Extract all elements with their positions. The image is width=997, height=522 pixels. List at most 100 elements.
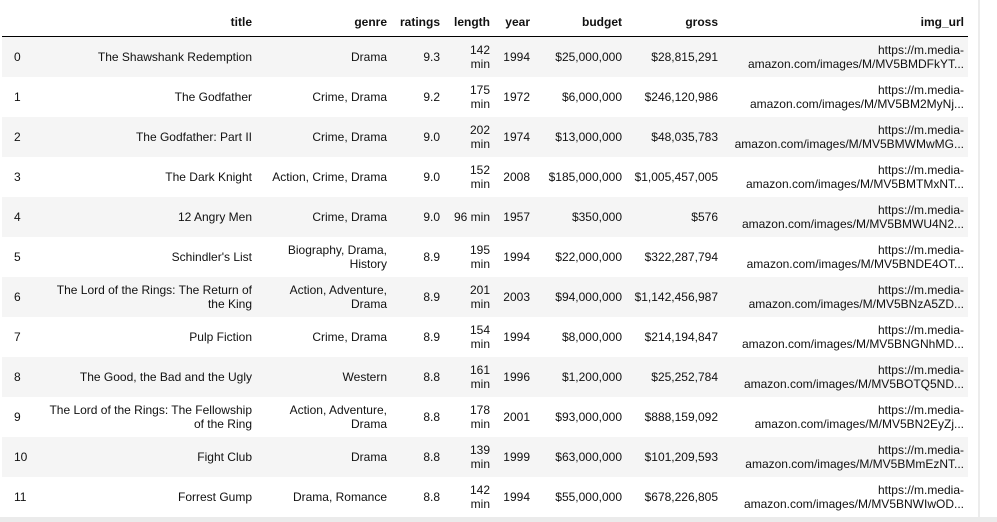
cell-img-url: https://m.media-amazon.com/images/M/MV5B… <box>745 442 964 471</box>
cell-ratings: 9.2 <box>423 89 440 104</box>
column-header-year: year <box>494 7 534 37</box>
cell-budget: $8,000,000 <box>561 329 622 344</box>
row-index: 5 <box>14 249 21 264</box>
cell-img-url: https://m.media-amazon.com/images/M/MV5B… <box>748 282 964 311</box>
output-scroll-edge <box>978 0 980 522</box>
cell-ratings: 8.8 <box>423 409 440 424</box>
cell-title: Pulp Fiction <box>189 329 252 344</box>
cell-year: 1999 <box>503 449 530 464</box>
table-row: 7 Pulp Fiction Crime, Drama 8.9 154 min 1994 $… <box>2 317 968 357</box>
table-row: 2 The Godfather: Part II Crime, Drama 9.0 20… <box>2 116 968 157</box>
row-index: 7 <box>14 329 21 344</box>
cell-length: 152 min <box>469 162 490 191</box>
row-index: 0 <box>14 49 21 64</box>
table-row: 3 The Dark Knight Action, Crime, Drama 9.0 1… <box>2 157 968 197</box>
cell-length: 202 min <box>469 122 490 151</box>
row-index: 9 <box>14 409 21 424</box>
cell-year: 1957 <box>503 209 530 224</box>
cell-title: The Shawshank Redemption <box>97 49 252 64</box>
cell-genre: Drama <box>350 449 387 464</box>
horizontal-scrollbar[interactable] <box>0 517 997 522</box>
cell-length: 139 min <box>469 442 490 471</box>
table-body: 0 The Shawshank Redemption Drama 9.3 142 min… <box>2 36 968 517</box>
cell-genre: Action, Adventure, Drama <box>289 402 387 431</box>
cell-title: The Godfather <box>174 89 252 104</box>
column-header-gross: gross <box>626 7 722 37</box>
cell-length: 161 min <box>469 362 490 391</box>
cell-budget: $93,000,000 <box>555 409 622 424</box>
cell-gross: $888,159,092 <box>644 409 718 424</box>
table-row: 8 The Good, the Bad and the Ugly Western 8.… <box>2 356 968 397</box>
cell-budget: $350,000 <box>571 209 622 224</box>
cell-ratings: 9.0 <box>423 169 440 184</box>
cell-genre: Action, Crime, Drama <box>272 169 387 184</box>
row-index: 8 <box>14 369 21 384</box>
cell-budget: $1,200,000 <box>561 369 622 384</box>
cell-budget: $63,000,000 <box>555 449 622 464</box>
cell-budget: $55,000,000 <box>555 489 622 504</box>
table-row: 4 12 Angry Men Crime, Drama 9.0 96 min 1957 $3… <box>2 196 968 237</box>
cell-budget: $25,000,000 <box>555 49 622 64</box>
table-row: 11 Forrest Gump Drama, Romance 8.8 142 min 19… <box>2 477 968 517</box>
cell-title: Fight Club <box>197 449 252 464</box>
cell-ratings: 8.9 <box>423 329 440 344</box>
cell-title: The Dark Knight <box>165 169 252 184</box>
cell-year: 1994 <box>503 249 530 264</box>
cell-ratings: 9.3 <box>423 49 440 64</box>
cell-ratings: 8.8 <box>423 369 440 384</box>
table-row: 9 The Lord of the Rings: The Fellowship o… <box>2 397 968 437</box>
cell-img-url: https://m.media-amazon.com/images/M/MV5B… <box>741 202 964 231</box>
cell-genre: Western <box>342 369 387 384</box>
cell-gross: $25,252,784 <box>651 369 718 384</box>
cell-title: The Lord of the Rings: The Fellowship of… <box>49 402 252 431</box>
cell-year: 1974 <box>503 129 530 144</box>
row-index: 6 <box>14 289 21 304</box>
cell-gross: $1,005,457,005 <box>634 169 718 184</box>
cell-year: 1996 <box>503 369 530 384</box>
cell-genre: Crime, Drama <box>312 209 387 224</box>
row-index: 2 <box>14 129 21 144</box>
table-row: 0 The Shawshank Redemption Drama 9.3 142 min… <box>2 36 968 77</box>
cell-ratings: 8.8 <box>423 449 440 464</box>
cell-gross: $678,226,805 <box>644 489 718 504</box>
cell-img-url: https://m.media-amazon.com/images/M/MV5B… <box>745 162 964 191</box>
cell-img-url: https://m.media-amazon.com/images/M/MV5B… <box>743 362 964 391</box>
cell-gross: $1,142,456,987 <box>634 289 718 304</box>
cell-year: 1994 <box>503 329 530 344</box>
cell-length: 142 min <box>469 42 490 71</box>
cell-ratings: 8.9 <box>423 249 440 264</box>
cell-length: 142 min <box>469 482 490 511</box>
table-row: 6 The Lord of the Rings: The Return of th… <box>2 276 968 317</box>
cell-budget: $13,000,000 <box>555 129 622 144</box>
header-row: title genre ratings length year budget g… <box>2 7 968 37</box>
cell-title: 12 Angry Men <box>177 209 252 224</box>
column-header-genre: genre <box>256 7 391 37</box>
cell-title: The Good, the Bad and the Ugly <box>79 369 252 384</box>
cell-ratings: 9.0 <box>423 129 440 144</box>
table-row: 10 Fight Club Drama 8.8 139 min 1999 $63,000,0… <box>2 436 968 477</box>
cell-budget: $94,000,000 <box>555 289 622 304</box>
column-header-img-url: img_url <box>722 7 968 37</box>
cell-title: The Lord of the Rings: The Return of the… <box>56 282 252 311</box>
row-index: 4 <box>14 209 21 224</box>
row-index: 11 <box>14 489 27 504</box>
cell-budget: $185,000,000 <box>548 169 622 184</box>
cell-length: 154 min <box>469 322 490 351</box>
table-row: 1 The Godfather Crime, Drama 9.2 175 min 1972… <box>2 77 968 117</box>
cell-img-url: https://m.media-amazon.com/images/M/MV5B… <box>741 322 964 351</box>
cell-gross: $214,194,847 <box>644 329 718 344</box>
cell-year: 1972 <box>503 89 530 104</box>
column-header-ratings: ratings <box>391 7 444 37</box>
cell-img-url: https://m.media-amazon.com/images/M/MV5B… <box>749 82 964 111</box>
cell-gross: $28,815,291 <box>651 49 718 64</box>
cell-img-url: https://m.media-amazon.com/images/M/MV5B… <box>743 482 964 511</box>
cell-genre: Biography, Drama, History <box>287 242 387 271</box>
table-row: 5 Schindler's List Biography, Drama, Histo… <box>2 237 968 277</box>
cell-genre: Crime, Drama <box>312 89 387 104</box>
cell-length: 178 min <box>469 402 490 431</box>
column-header-length: length <box>444 7 494 37</box>
cell-gross: $322,287,794 <box>644 249 718 264</box>
cell-length: 96 min <box>453 209 490 224</box>
cell-img-url: https://m.media-amazon.com/images/M/MV5B… <box>754 402 964 431</box>
